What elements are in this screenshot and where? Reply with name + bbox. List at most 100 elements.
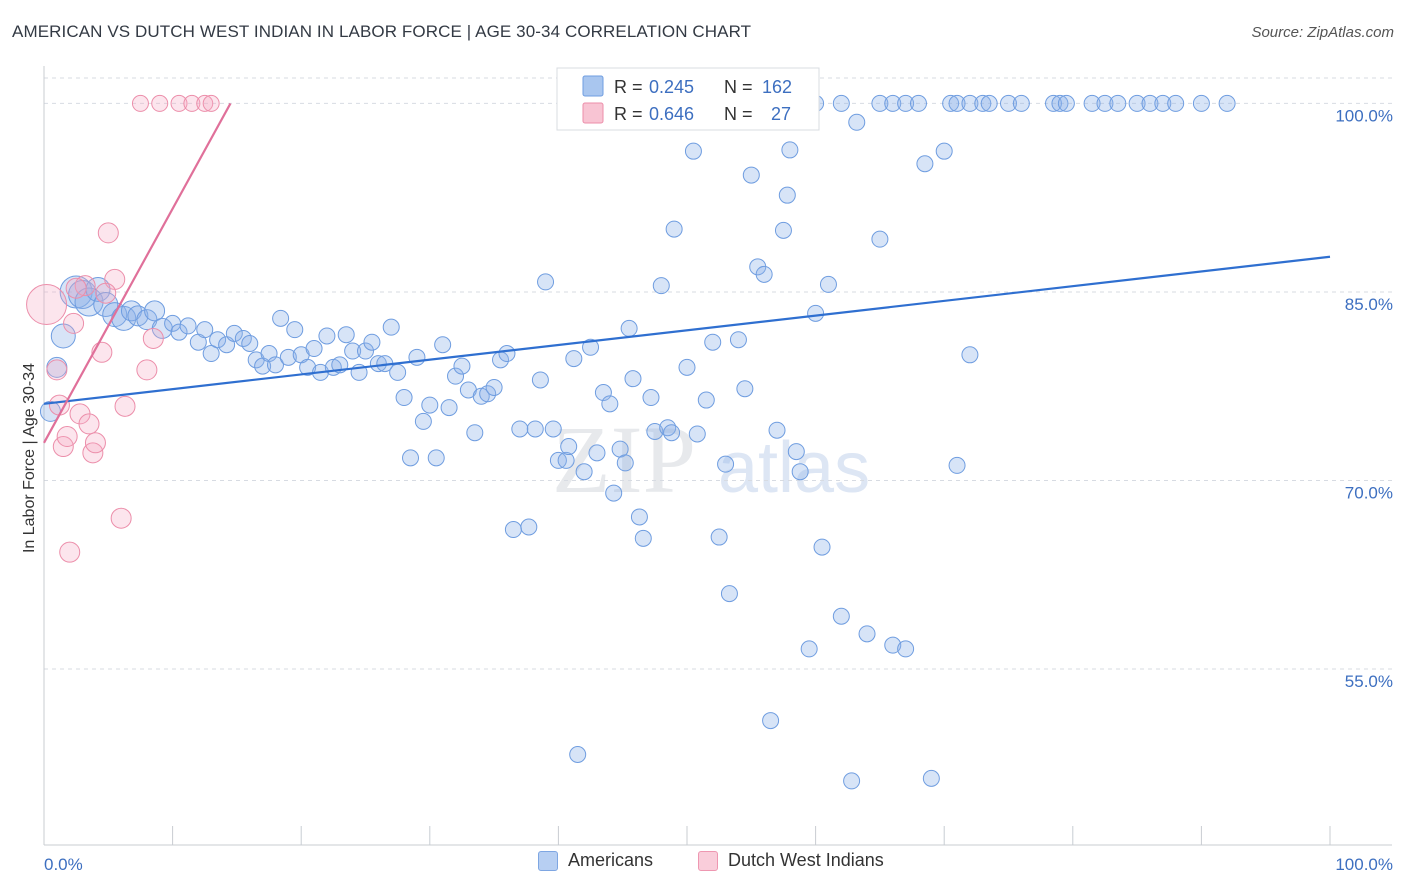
americans-point-69 — [544, 420, 562, 438]
x-tick-label-min: 0.0% — [44, 855, 83, 874]
americans-point-27 — [272, 309, 290, 327]
americans-point-64 — [511, 420, 529, 438]
americans-point-112 — [791, 463, 809, 481]
americans-point-126 — [935, 142, 953, 160]
americans-point-123 — [897, 640, 915, 658]
americans-point-10 — [144, 300, 166, 322]
americans-point-75 — [575, 463, 593, 481]
americans-point-140 — [961, 94, 979, 112]
americans-point-108 — [774, 221, 792, 239]
dutch-west-indians-point-22 — [183, 94, 201, 112]
americans-point-145 — [1045, 94, 1063, 112]
americans-point-38 — [344, 342, 362, 360]
americans-point-106 — [762, 712, 780, 730]
americans-point-60 — [485, 378, 503, 396]
legend-r-label-dutch-west-indians: R = — [614, 104, 643, 124]
americans-point-103 — [742, 166, 760, 184]
americans-point-119 — [848, 113, 866, 131]
americans-point-17 — [202, 345, 220, 363]
dutch-west-indians-point-11 — [84, 432, 106, 454]
americans-point-49 — [414, 412, 432, 430]
americans-point-77 — [588, 444, 606, 462]
americans-point-110 — [781, 141, 799, 159]
americans-point-144 — [1012, 94, 1030, 112]
americans-point-151 — [1128, 94, 1146, 112]
dutch-west-indians-point-24 — [202, 94, 220, 112]
americans-point-147 — [1057, 94, 1075, 112]
correlation-legend: R = 0.245 N = 162 R = 0.646 N = 27 — [556, 67, 820, 131]
americans-legend-label: Americans — [568, 850, 654, 870]
dutch-west-indians-trend-line — [43, 102, 232, 444]
americans-point-53 — [440, 399, 458, 417]
dutch-west-indians-points — [26, 94, 220, 563]
americans-point-117 — [832, 607, 850, 625]
dutch-west-indians-point-23 — [196, 94, 214, 112]
americans-point-32 — [305, 340, 323, 358]
americans-point-31 — [299, 358, 317, 376]
americans-point-44 — [382, 318, 400, 336]
americans-point-51 — [427, 449, 445, 467]
americans-point-146 — [1051, 94, 1069, 112]
americans-point-29 — [286, 321, 304, 339]
legend-r-label-americans: R = — [614, 77, 643, 97]
americans-point-91 — [663, 424, 681, 442]
dutch-west-indians-point-18 — [136, 359, 158, 381]
americans-point-54 — [447, 367, 465, 385]
americans-point-114 — [807, 304, 825, 322]
series-legend-dutch-west-indians: Dutch West Indians — [698, 850, 884, 871]
chart-title: AMERICAN VS DUTCH WEST INDIAN IN LABOR F… — [12, 22, 752, 41]
legend-swatch-dutch-west-indians — [582, 102, 604, 124]
americans-point-34 — [318, 327, 336, 345]
source-label: Source: ZipAtlas.com — [1251, 24, 1394, 41]
americans-point-138 — [942, 94, 960, 112]
americans-point-141 — [974, 94, 992, 112]
americans-point-98 — [710, 528, 728, 546]
americans-point-18 — [209, 331, 227, 349]
americans-point-88 — [646, 422, 664, 440]
americans-point-47 — [402, 449, 420, 467]
americans-point-122 — [884, 636, 902, 654]
legend-r-value-americans: 0.245 — [649, 77, 694, 97]
dutch-west-indians-point-6 — [63, 312, 85, 334]
americans-point-86 — [634, 529, 652, 547]
americans-point-13 — [170, 323, 188, 341]
americans-point-152 — [1141, 94, 1159, 112]
americans-point-62 — [498, 345, 516, 363]
americans-trend-line — [43, 255, 1331, 405]
americans-point-4 — [93, 292, 119, 318]
americans-point-95 — [688, 425, 706, 443]
americans-point-63 — [504, 521, 522, 539]
grid-layer — [44, 77, 1392, 670]
americans-point-102 — [736, 380, 754, 398]
dutch-west-indians-point-25 — [65, 277, 87, 299]
americans-points — [39, 94, 1236, 790]
americans-point-76 — [582, 338, 600, 356]
americans-point-156 — [1218, 94, 1236, 112]
americans-point-135 — [884, 94, 902, 112]
americans-point-93 — [678, 358, 696, 376]
americans-point-99 — [717, 455, 735, 473]
americans-point-83 — [620, 319, 638, 337]
legend-n-value-americans: 162 — [762, 77, 792, 97]
legend-n-label-americans: N = — [724, 77, 753, 97]
dutch-west-indians-swatch — [698, 850, 718, 871]
americans-point-80 — [605, 484, 623, 502]
americans-point-82 — [616, 454, 634, 472]
americans-point-109 — [778, 186, 796, 204]
americans-swatch — [538, 850, 558, 871]
y-tick-label-70: 70.0% — [1345, 483, 1393, 502]
dutch-west-indians-point-9 — [78, 413, 100, 435]
americans-point-40 — [357, 342, 374, 360]
americans-point-134 — [871, 94, 889, 112]
americans-point-87 — [642, 389, 660, 407]
legend-n-label-dutch-west-indians: N = — [724, 104, 753, 124]
dutch-west-indians-point-21 — [170, 94, 188, 112]
americans-point-68 — [537, 273, 555, 291]
y-tick-label-100: 100.0% — [1335, 106, 1393, 125]
americans-point-150 — [1109, 94, 1127, 112]
dutch-west-indians-point-0 — [26, 284, 68, 326]
americans-point-67 — [531, 371, 549, 389]
dutch-west-indians-point-20 — [151, 94, 169, 112]
americans-point-45 — [389, 363, 407, 381]
americans-point-92 — [665, 220, 683, 238]
